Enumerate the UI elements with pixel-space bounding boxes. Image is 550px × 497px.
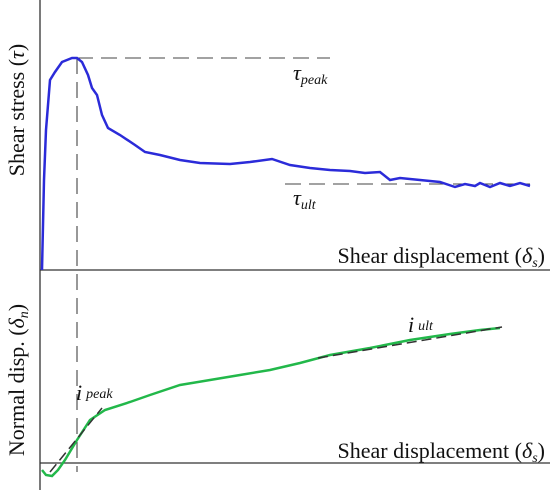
text: Normal disp. ( (4, 328, 29, 456)
guides (76, 57, 530, 472)
axes (39, 0, 550, 490)
subscript: peak (85, 387, 113, 402)
shear-stress-curve (40, 56, 531, 271)
subscript: peak (300, 73, 328, 88)
text: ) (4, 44, 29, 51)
x-label-top: Shear displacement (δs) (337, 243, 545, 271)
tangents (49, 326, 503, 473)
y-label-bottom: Normal disp. (δn) (4, 304, 32, 456)
peak-label-top: τpeak (293, 60, 328, 88)
text: ) (4, 304, 29, 311)
normal-disp-curve (41, 326, 501, 478)
text: Shear displacement ( (337, 243, 522, 268)
peak-label-bottom: i peak (76, 380, 113, 405)
subscript: s (532, 451, 538, 466)
text: ) (538, 438, 545, 463)
subscript: ult (418, 319, 434, 334)
text: ) (538, 243, 545, 268)
x-label-bottom: Shear displacement (δs) (337, 438, 545, 466)
symbol: δ (522, 438, 533, 463)
ult-label-bottom: i ult (408, 312, 434, 337)
ult-label-top: τult (293, 185, 317, 213)
text: Shear displacement ( (337, 438, 522, 463)
subscript: s (532, 256, 538, 271)
symbol: i (408, 312, 414, 337)
symbol: τ (293, 60, 302, 85)
subscript: ult (301, 198, 317, 213)
symbol: i (76, 380, 82, 405)
ult-tangent (317, 326, 503, 359)
symbol: τ (293, 185, 302, 210)
subscript: n (17, 311, 32, 318)
symbol: δ (522, 243, 533, 268)
text: Shear stress ( (4, 59, 29, 176)
y-label-top: Shear stress (τ) (4, 44, 29, 177)
peak-tangent (49, 407, 103, 473)
symbol: τ (4, 50, 29, 59)
symbol: δ (4, 317, 29, 328)
